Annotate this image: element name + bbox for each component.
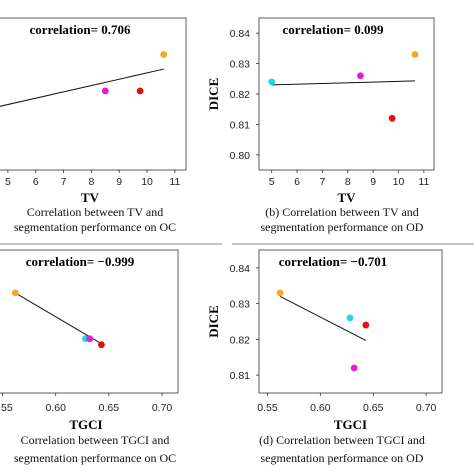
y-tick-label: 0.84 (230, 28, 251, 40)
x-tick-label: 0.70 (416, 402, 437, 414)
data-point-magenta (350, 364, 358, 372)
x-axis-label: TGCI (69, 417, 102, 432)
y-tick-label: 0.81 (230, 119, 251, 131)
regression-line (15, 292, 102, 345)
x-tick-label: 9 (370, 176, 376, 188)
x-tick-label: 0.60 (45, 402, 66, 414)
x-tick-label: 10 (141, 176, 153, 188)
data-point-magenta (86, 335, 94, 343)
data-point-cyan (346, 314, 354, 322)
plot-frame (258, 17, 435, 171)
data-point-orange (160, 51, 168, 58)
correlation-annotation: correlation= −0.701 (279, 254, 387, 269)
chart-panel-a: 5 6 7 8 9 10 11 correlation= 0.706 TVCorrelation… (0, 17, 187, 234)
x-tick-label: 5 (269, 176, 275, 188)
correlation-annotation: correlation= −0.999 (26, 254, 135, 269)
x-tick-label: 6 (33, 176, 39, 188)
caption-line: segmentation performance on OC (14, 451, 176, 465)
x-tick-label: 9 (116, 176, 122, 188)
data-point-cyan (268, 78, 276, 86)
data-point-red (136, 87, 144, 95)
y-tick-label: 0.80 (230, 150, 251, 162)
caption-line: segmentation performance on OC (14, 220, 176, 234)
caption-line: segmentation performance on OD (261, 451, 424, 465)
data-point-red (362, 321, 370, 329)
caption-line: (b) Correlation between TV and (265, 205, 419, 219)
data-point-orange (276, 289, 284, 297)
x-tick-label: 7 (61, 176, 67, 188)
y-tick-label: 0.81 (230, 370, 251, 382)
x-tick-label: 0.60 (310, 402, 331, 414)
x-tick-label: 8 (88, 176, 94, 188)
caption-line: (d) Correlation between TGCI and (259, 433, 425, 447)
correlation-annotation: correlation= 0.706 (29, 22, 131, 37)
x-tick-label: 7 (319, 176, 325, 188)
caption-line: Correlation between TV and (27, 205, 164, 219)
x-tick-label: 5 (5, 176, 11, 188)
data-point-red (388, 114, 396, 122)
x-tick-label: 11 (169, 176, 180, 188)
x-tick-label: 0.70 (152, 402, 173, 414)
x-tick-label: 0.65 (99, 402, 120, 414)
caption-line: segmentation performance on OD (261, 220, 424, 234)
correlation-annotation: correlation= 0.099 (282, 22, 384, 37)
data-point-orange (411, 51, 419, 58)
x-tick-label: 0.55 (0, 402, 13, 414)
plot-frame (0, 17, 187, 171)
plot-frame (0, 249, 179, 394)
x-axis-label: TGCI (334, 417, 367, 432)
data-point-orange (11, 289, 19, 297)
chart-panel-c: 0.55 0.60 0.65 0.70 correlation= −0.999 TGCIC… (0, 249, 179, 465)
chart-panel-b: 5 6 7 8 9 10 11 0.80 0.81 0.82 0.83 0.84 DICE correla… (206, 17, 435, 234)
regression-line (279, 296, 367, 341)
x-axis-label: TV (81, 190, 100, 205)
x-tick-label: 10 (393, 176, 405, 188)
regression-line (271, 80, 415, 86)
data-point-red (98, 341, 105, 349)
caption-line: Correlation between TGCI and (21, 433, 170, 447)
plot-frame (258, 249, 443, 394)
x-tick-label: 6 (294, 176, 300, 188)
x-axis-label: TV (337, 190, 356, 205)
y-axis-label: DICE (206, 305, 221, 338)
y-tick-label: 0.82 (230, 89, 251, 101)
x-tick-label: 0.55 (257, 402, 278, 414)
chart-panel-d: 0.55 0.60 0.65 0.70 0.81 0.82 0.83 0.84 DICE corr… (206, 249, 443, 465)
y-tick-label: 0.82 (230, 334, 251, 346)
y-tick-label: 0.83 (230, 299, 251, 311)
regression-line (0, 68, 164, 107)
x-tick-label: 11 (418, 176, 429, 188)
y-tick-label: 0.83 (230, 59, 251, 71)
data-point-magenta (357, 72, 364, 80)
y-axis-label: DICE (206, 78, 221, 111)
y-tick-label: 0.84 (230, 263, 251, 275)
x-tick-label: 8 (345, 176, 351, 188)
data-point-magenta (101, 87, 109, 95)
x-tick-label: 0.65 (363, 402, 384, 414)
